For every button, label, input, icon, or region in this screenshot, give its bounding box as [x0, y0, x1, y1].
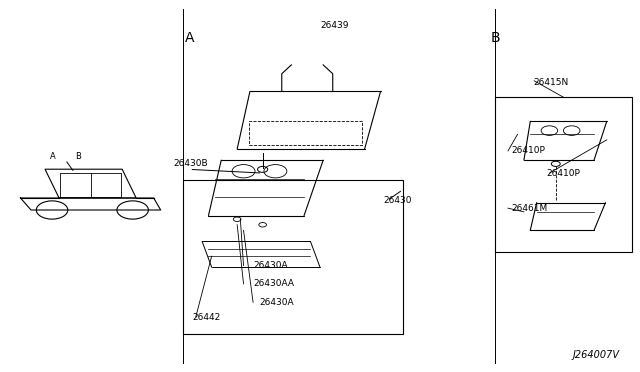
Text: 26430A: 26430A	[259, 298, 294, 307]
Bar	[495, 97, 632, 253]
Text: 26430AA: 26430AA	[253, 279, 294, 288]
Text: 26430B: 26430B	[173, 159, 208, 169]
Text: 26430: 26430	[384, 196, 412, 205]
Text: 26410P: 26410P	[511, 147, 545, 155]
Text: 26415N: 26415N	[534, 78, 569, 87]
Text: 26442: 26442	[193, 312, 221, 321]
Text: 26439: 26439	[320, 21, 349, 30]
Text: 26461M: 26461M	[511, 203, 547, 213]
Text: 26410P: 26410P	[546, 169, 580, 177]
Text: A: A	[49, 151, 55, 160]
Text: B: B	[490, 31, 500, 45]
Text: J264007V: J264007V	[573, 350, 620, 359]
Bar	[183, 180, 403, 334]
Text: B: B	[75, 151, 81, 160]
Bar	[248, 121, 362, 145]
Text: 26430A: 26430A	[253, 261, 288, 270]
Text: A: A	[184, 31, 194, 45]
